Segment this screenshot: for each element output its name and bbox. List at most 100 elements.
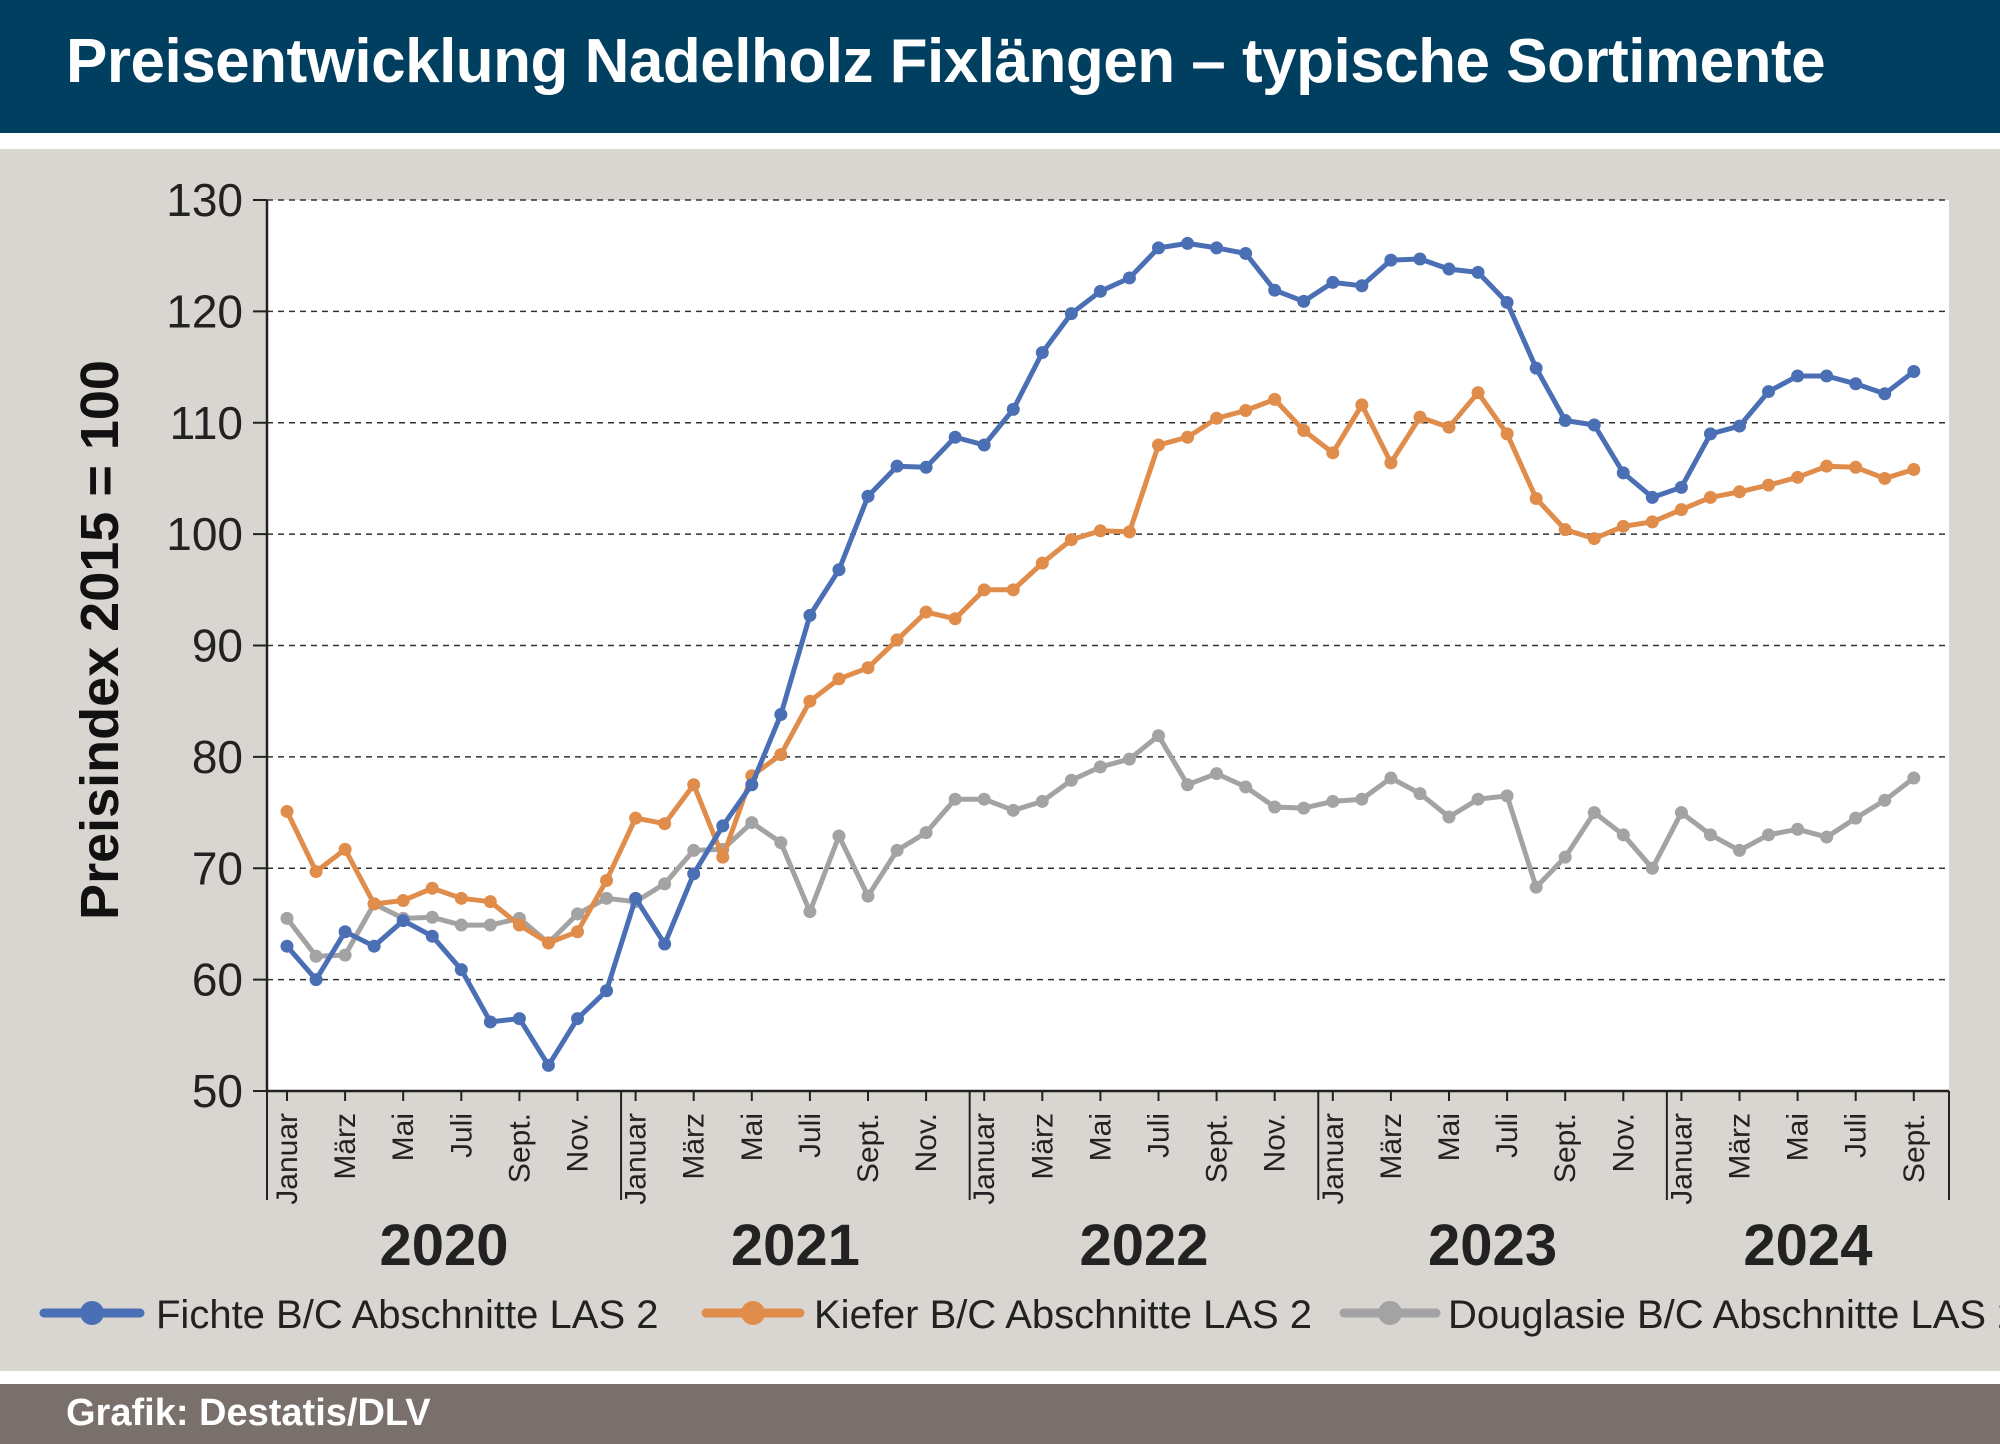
data-point [1791, 369, 1805, 383]
data-point [948, 430, 962, 444]
x-tick-label: Januar [1665, 1113, 1698, 1205]
data-point [396, 914, 410, 928]
data-point [629, 811, 643, 825]
y-tick-label: 90 [192, 620, 243, 672]
data-point [1907, 365, 1921, 379]
data-point [977, 792, 991, 806]
series-group [280, 386, 1921, 950]
data-point [1093, 760, 1107, 774]
legend-item: Kiefer B/C Abschnitte LAS 2 [701, 1293, 1312, 1337]
data-point [1035, 556, 1049, 570]
data-point [803, 694, 817, 708]
data-point [1268, 800, 1282, 814]
data-point [1152, 438, 1165, 452]
data-point [367, 939, 381, 953]
y-tick-label: 70 [192, 842, 243, 894]
data-point [1500, 789, 1514, 803]
data-point [1006, 803, 1020, 817]
data-point [774, 748, 788, 762]
x-tick-label: Sept. [503, 1113, 536, 1183]
data-point [948, 612, 962, 626]
data-point [1733, 419, 1746, 433]
data-point [716, 850, 730, 864]
data-point [1558, 414, 1572, 428]
data-point [745, 816, 759, 830]
source-credit: Grafik: Destatis/DLV [66, 1392, 431, 1434]
data-point [803, 905, 817, 919]
title-bar: Preisentwicklung Nadelholz Fixlängen – t… [0, 0, 2000, 133]
axes [253, 199, 1950, 1200]
data-point [1703, 828, 1717, 842]
x-tick-label: März [1724, 1113, 1757, 1180]
data-point [512, 918, 526, 932]
series-lines [280, 236, 1921, 1072]
data-point [1674, 480, 1688, 494]
data-point [571, 907, 584, 921]
data-point [1064, 773, 1078, 787]
y-tick-labels: 50 60 70 80 90 100 110 120 130 [166, 174, 243, 1117]
data-point [1181, 236, 1195, 250]
data-point [1093, 284, 1107, 298]
year-label: 2022 [1079, 1213, 1208, 1278]
legend-marker [80, 1301, 104, 1325]
legend-label: Douglasie B/C Abschnitte LAS 2 [1448, 1293, 2000, 1337]
data-point [1907, 771, 1921, 785]
data-point [1703, 427, 1717, 441]
data-point [919, 605, 933, 619]
x-tick-label: Sept. [1201, 1113, 1234, 1183]
year-label: 2024 [1743, 1213, 1872, 1278]
data-point [1645, 490, 1659, 504]
data-point [1006, 402, 1020, 416]
x-tick-label: Mai [1433, 1113, 1466, 1161]
x-tick-label: Sept. [1898, 1113, 1931, 1183]
data-point [1907, 463, 1921, 477]
x-tick-label: Nov. [1607, 1113, 1640, 1172]
data-point [483, 1015, 497, 1029]
data-point [1297, 801, 1311, 815]
data-point [1152, 241, 1165, 255]
data-point [309, 949, 323, 963]
data-point [1413, 787, 1427, 801]
data-point [687, 778, 701, 792]
data-point [1326, 275, 1340, 289]
data-point [1500, 295, 1514, 309]
data-point [1210, 411, 1224, 425]
data-point [1093, 524, 1107, 538]
data-point [1558, 523, 1572, 537]
series-group [280, 729, 1921, 963]
data-point [1413, 252, 1427, 266]
divider [0, 1371, 2000, 1384]
data-point [977, 438, 991, 452]
data-point [1587, 418, 1601, 432]
data-point [1384, 253, 1398, 267]
data-point [1384, 456, 1398, 470]
data-point [1616, 519, 1630, 533]
data-point [1239, 403, 1253, 417]
data-point [1122, 525, 1136, 539]
data-point [1529, 361, 1543, 375]
data-point [861, 889, 875, 903]
year-labels: 2020 2021 2022 2023 2024 [380, 1213, 1873, 1278]
data-point [1587, 806, 1601, 820]
data-point [1878, 387, 1892, 401]
data-point [658, 877, 672, 891]
legend-label: Kiefer B/C Abschnitte LAS 2 [814, 1293, 1312, 1337]
data-point [803, 608, 817, 622]
x-tick-label: Juli [1143, 1113, 1176, 1158]
data-point [600, 891, 614, 905]
data-point [832, 563, 846, 577]
data-point [1297, 424, 1311, 438]
data-point [1268, 392, 1282, 406]
data-point [600, 874, 614, 888]
divider [0, 133, 2000, 149]
data-point [774, 708, 788, 722]
x-tick-label: Juli [794, 1113, 827, 1158]
data-point [919, 826, 933, 840]
data-point [1006, 583, 1020, 597]
data-point [1122, 271, 1136, 285]
data-point [1181, 430, 1195, 444]
x-tick-label: Sept. [852, 1113, 885, 1183]
data-point [1210, 767, 1224, 781]
x-tick-label: Nov. [1259, 1113, 1292, 1172]
data-point [338, 948, 352, 962]
